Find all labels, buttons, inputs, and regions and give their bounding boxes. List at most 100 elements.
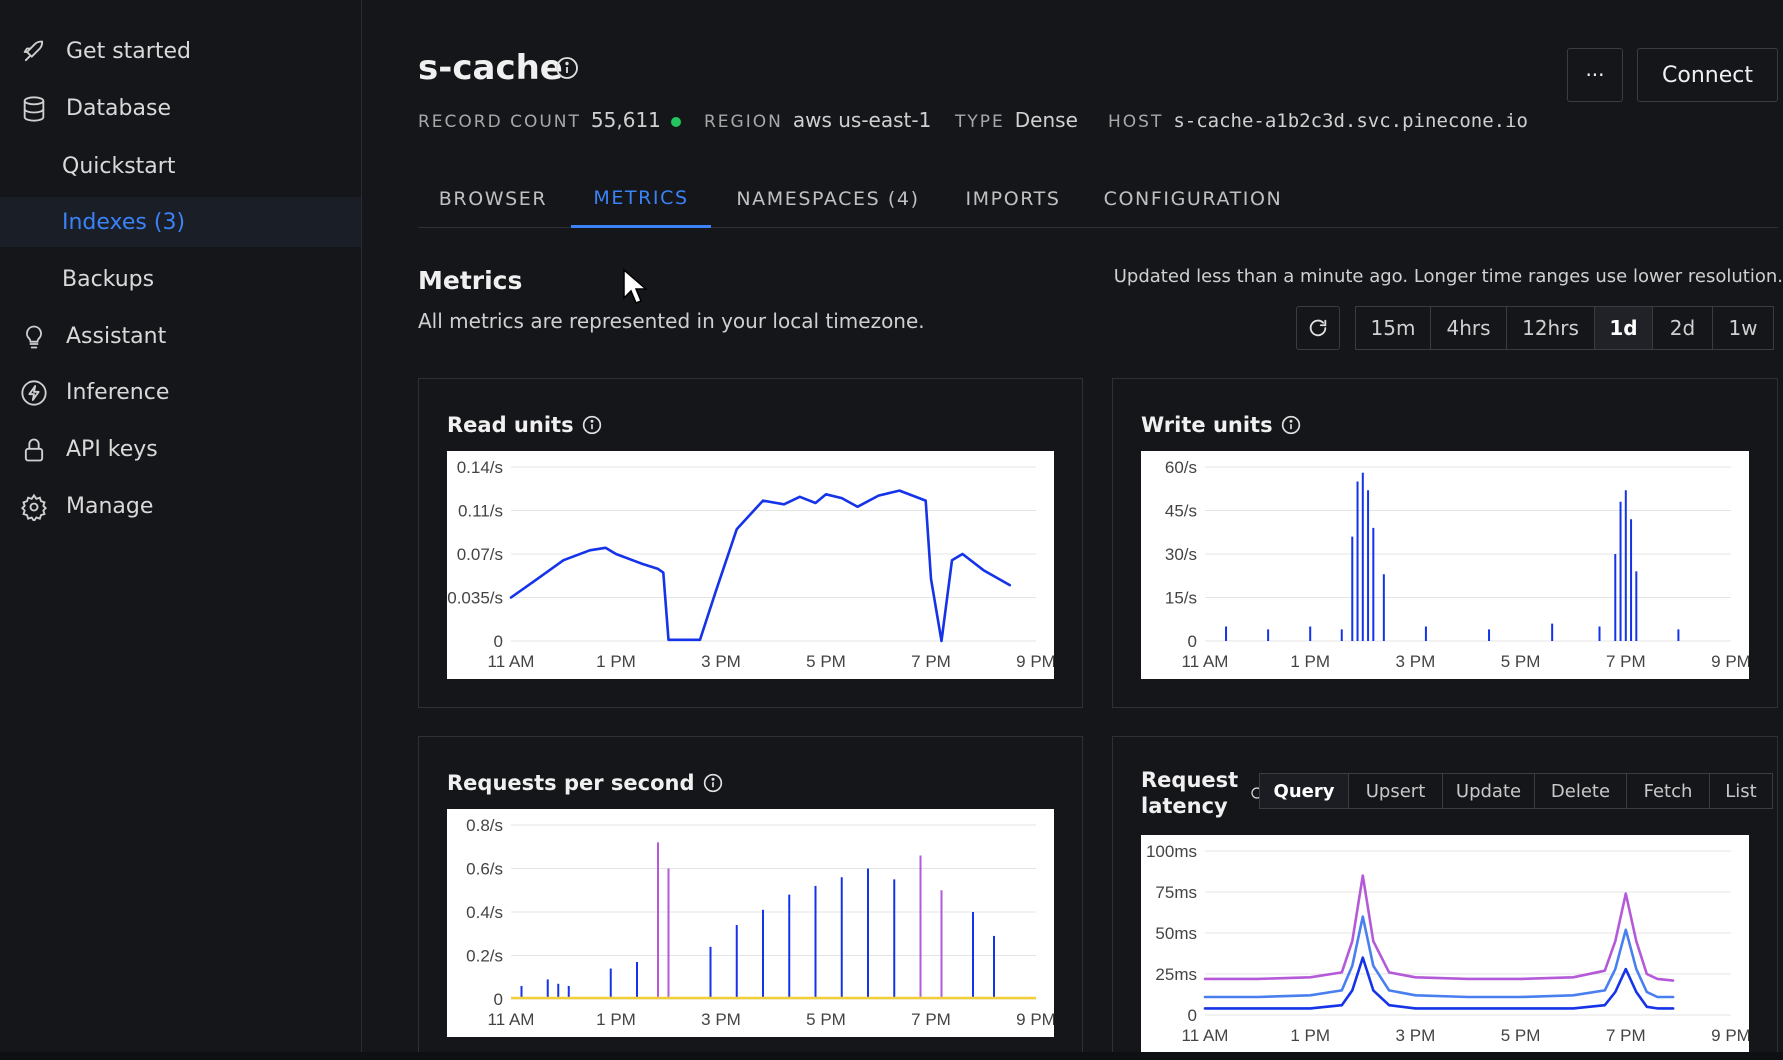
latency-chart: 0 25ms 50ms 75ms 100ms 11 AM 1 PM 3 PM 5 PM 7 PM 9… [1141, 835, 1749, 1053]
op-delete[interactable]: Delete [1534, 773, 1627, 809]
card-title-text: Read units [447, 413, 574, 437]
info-icon[interactable] [703, 773, 723, 793]
op-upsert[interactable]: Upsert [1348, 773, 1443, 809]
x-tick-label: 3 PM [1396, 652, 1436, 671]
info-icon[interactable] [582, 415, 602, 435]
y-tick-label: 0.14/s [457, 458, 503, 477]
tab-namespaces[interactable]: NAMESPACES (4) [736, 188, 920, 210]
sidebar-item-backups[interactable]: Backups [0, 254, 361, 304]
sidebar-item-assistant[interactable]: Assistant [0, 311, 361, 361]
metrics-title: Metrics [418, 266, 523, 295]
sidebar-item-quickstart[interactable]: Quickstart [0, 141, 361, 191]
sidebar-item-api-keys[interactable]: API keys [0, 424, 361, 474]
database-icon [23, 96, 45, 122]
lightbulb-icon [26, 325, 42, 349]
y-tick-label: 0.07/s [457, 545, 503, 564]
range-2d[interactable]: 2d [1652, 306, 1713, 350]
rps-svg: 0 0.2/s 0.4/s 0.6/s 0.8/s 11 AM 1 PM 3 PM 5 PM 7 … [466, 816, 1054, 1029]
tab-configuration[interactable]: CONFIGURATION [1103, 188, 1283, 210]
sidebar-item-label: Backups [62, 266, 155, 292]
x-tick-label: 3 PM [701, 652, 741, 671]
read-units-card: Read units 0 0.035/s 0.07/s 0.11/s 0.14/s 11 … [418, 378, 1083, 708]
y-tick-label: 100ms [1146, 842, 1197, 861]
rps-chart: 0 0.2/s 0.4/s 0.6/s 0.8/s 11 AM 1 PM 3 PM 5 PM 7 … [447, 809, 1054, 1037]
y-tick-label: 60/s [1165, 458, 1197, 477]
record-count: RECORD COUNT 55,611 [418, 108, 681, 132]
range-4hrs[interactable]: 4hrs [1430, 306, 1507, 350]
refresh-button[interactable] [1296, 306, 1340, 350]
bottom-bar [0, 1052, 1783, 1060]
x-tick-label: 5 PM [1501, 1026, 1541, 1045]
range-12hrs[interactable]: 12hrs [1506, 306, 1595, 350]
write-units-chart: 0 15/s 30/s 45/s 60/s 11 AM 1 PM 3 PM 5 PM 7 PM 9 … [1141, 451, 1749, 679]
y-tick-label: 0 [494, 990, 503, 1009]
x-tick-label: 7 PM [1606, 1026, 1646, 1045]
x-tick-label: 9 PM [1016, 652, 1054, 671]
host-value: s-cache-a1b2c3d.svc.pinecone.io [1173, 110, 1528, 132]
x-tick-label: 1 PM [1290, 1026, 1330, 1045]
card-title: Requests per second [447, 771, 723, 795]
info-icon[interactable] [1281, 415, 1301, 435]
time-range-selector: 15m 4hrs 12hrs 1d 2d 1w [1355, 306, 1774, 350]
sidebar-item-label: API keys [66, 436, 158, 462]
y-tick-label: 15/s [1165, 589, 1197, 608]
updated-text: Updated less than a minute ago. Longer t… [1113, 266, 1783, 287]
sidebar-item-inference[interactable]: Inference [0, 367, 361, 417]
sidebar-item-get-started[interactable]: Get started [0, 26, 361, 76]
card-title: Read units [447, 413, 602, 437]
bolt-icon [21, 380, 47, 406]
y-tick-label: 30/s [1165, 545, 1197, 564]
op-update[interactable]: Update [1442, 773, 1535, 809]
card-title: Write units [1141, 413, 1301, 437]
x-tick-label: 3 PM [701, 1010, 741, 1029]
connect-button[interactable]: Connect [1637, 48, 1778, 102]
op-list[interactable]: List [1709, 773, 1773, 809]
latency-svg: 0 25ms 50ms 75ms 100ms 11 AM 1 PM 3 PM 5 PM 7 PM 9… [1146, 842, 1749, 1045]
x-tick-label: 9 PM [1711, 1026, 1749, 1045]
read-units-svg: 0 0.035/s 0.07/s 0.11/s 0.14/s 11 AM 1 PM 3 PM 5… [447, 458, 1054, 671]
sidebar-item-manage[interactable]: Manage [0, 481, 361, 531]
tab-metrics[interactable]: METRICS [571, 170, 711, 228]
sidebar-item-label: Manage [66, 493, 154, 519]
tab-imports[interactable]: IMPORTS [965, 188, 1061, 210]
range-1d[interactable]: 1d [1594, 306, 1653, 350]
y-tick-label: 0.11/s [458, 502, 503, 521]
sidebar-item-indexes[interactable]: Indexes (3) [0, 197, 361, 247]
op-fetch[interactable]: Fetch [1626, 773, 1710, 809]
y-tick-label: 0.035/s [447, 589, 503, 608]
y-tick-label: 0.6/s [466, 860, 503, 879]
x-tick-label: 3 PM [1396, 1026, 1436, 1045]
tab-bar: BROWSER METRICS NAMESPACES (4) IMPORTS C… [418, 170, 1778, 228]
type-label: TYPE [955, 112, 1005, 132]
sidebar: Get started Database Quickstart Indexes … [0, 0, 362, 1060]
write-units-card: Write units 0 15/s 30/s 45/s 60/s 11 AM 1 PM 3 … [1112, 378, 1778, 708]
x-tick-label: 5 PM [806, 652, 846, 671]
tab-browser[interactable]: BROWSER [438, 188, 548, 210]
card-title-text: Requests per second [447, 771, 695, 795]
more-options-button[interactable]: ··· [1567, 48, 1623, 102]
range-15m[interactable]: 15m [1355, 306, 1431, 350]
y-tick-label: 0.8/s [466, 816, 503, 835]
op-query[interactable]: Query [1259, 773, 1349, 809]
info-icon[interactable] [555, 56, 579, 80]
record-count-value: 55,611 [590, 108, 661, 132]
sidebar-item-database[interactable]: Database [0, 83, 361, 133]
region-label: REGION [704, 112, 783, 132]
x-tick-label: 11 AM [1182, 1026, 1229, 1045]
x-tick-label: 1 PM [596, 652, 636, 671]
status-dot [670, 116, 681, 127]
region: REGION aws us-east-1 [704, 108, 931, 132]
y-tick-label: 0 [1188, 1006, 1197, 1025]
record-count-label: RECORD COUNT [418, 112, 581, 132]
range-1w[interactable]: 1w [1712, 306, 1774, 350]
y-tick-label: 0.2/s [466, 947, 503, 966]
metrics-subtitle: All metrics are represented in your loca… [418, 309, 925, 333]
series-line [1203, 915, 1675, 999]
sidebar-item-label: Assistant [66, 323, 167, 349]
y-tick-label: 0 [494, 632, 503, 651]
x-tick-label: 9 PM [1016, 1010, 1054, 1029]
main-content: s-cache RECORD COUNT 55,611 REGION aws us-… [362, 0, 1783, 1060]
y-tick-label: 25ms [1155, 965, 1197, 984]
y-tick-label: 45/s [1165, 502, 1197, 521]
sidebar-item-label: Quickstart [62, 153, 176, 179]
